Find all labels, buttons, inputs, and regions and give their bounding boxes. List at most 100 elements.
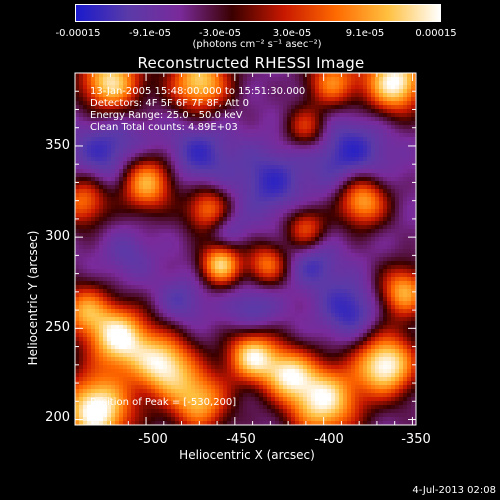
heatmap-cell xyxy=(371,141,375,145)
heatmap-cell xyxy=(247,233,251,237)
heatmap-cell xyxy=(179,237,183,241)
heatmap-cell xyxy=(267,181,271,185)
heatmap-cell xyxy=(155,157,159,161)
heatmap-cell xyxy=(399,101,403,105)
heatmap-cell xyxy=(199,173,203,177)
heatmap-cell xyxy=(367,197,371,201)
heatmap-cell xyxy=(371,153,375,157)
heatmap-cell xyxy=(171,201,175,205)
heatmap-cell xyxy=(219,81,223,85)
heatmap-cell xyxy=(203,281,207,285)
heatmap-cell xyxy=(191,273,195,277)
heatmap-cell xyxy=(255,197,259,201)
heatmap-cell xyxy=(247,149,251,153)
heatmap-cell xyxy=(123,133,127,137)
heatmap-cell xyxy=(119,213,123,217)
heatmap-cell xyxy=(295,85,299,89)
heatmap-cell xyxy=(411,117,415,121)
heatmap-cell xyxy=(103,145,107,149)
heatmap-cell xyxy=(99,109,103,113)
heatmap-cell xyxy=(383,149,387,153)
heatmap-cell xyxy=(379,181,383,185)
heatmap-cell xyxy=(207,93,211,97)
heatmap-cell xyxy=(339,245,343,249)
heatmap-cell xyxy=(335,97,339,101)
heatmap-cell xyxy=(187,293,191,297)
heatmap-cell xyxy=(131,281,135,285)
heatmap-cell xyxy=(159,221,163,225)
heatmap-cell xyxy=(343,301,347,305)
heatmap-cell xyxy=(231,93,235,97)
heatmap-cell xyxy=(399,297,403,301)
heatmap-cell xyxy=(127,265,131,269)
heatmap-cell xyxy=(279,157,283,161)
heatmap-cell xyxy=(307,245,311,249)
heatmap-cell xyxy=(83,233,87,237)
heatmap-cell xyxy=(275,125,279,129)
heatmap-cell xyxy=(103,261,107,265)
heatmap-cell xyxy=(151,81,155,85)
heatmap-cell xyxy=(103,77,107,81)
heatmap-cell xyxy=(191,153,195,157)
heatmap-cell xyxy=(151,109,155,113)
heatmap-cell xyxy=(87,85,91,89)
heatmap-cell xyxy=(163,141,167,145)
heatmap-cell xyxy=(211,165,215,169)
heatmap-cell xyxy=(283,241,287,245)
heatmap-cell xyxy=(183,301,187,305)
heatmap-cell xyxy=(227,97,231,101)
heatmap-cell xyxy=(395,145,399,149)
heatmap-cell xyxy=(247,101,251,105)
heatmap-cell xyxy=(131,117,135,121)
heatmap-cell xyxy=(107,117,111,121)
heatmap-cell xyxy=(395,269,399,273)
heatmap-cell xyxy=(255,145,259,149)
heatmap-cell xyxy=(407,197,411,201)
heatmap-cell xyxy=(211,177,215,181)
heatmap-cell xyxy=(395,257,399,261)
heatmap-cell xyxy=(295,277,299,281)
heatmap-cell xyxy=(255,133,259,137)
heatmap-cell xyxy=(371,105,375,109)
heatmap-cell xyxy=(299,205,303,209)
heatmap-cell xyxy=(111,161,115,165)
heatmap-cell xyxy=(151,89,155,93)
heatmap-cell xyxy=(95,177,99,181)
heatmap-cell xyxy=(359,225,363,229)
heatmap-cell xyxy=(331,81,335,85)
heatmap-cell xyxy=(327,129,331,133)
heatmap-cell xyxy=(87,265,91,269)
heatmap-cell xyxy=(215,77,219,81)
heatmap-cell xyxy=(167,89,171,93)
heatmap-cell xyxy=(223,213,227,217)
heatmap-cell xyxy=(307,273,311,277)
heatmap-cell xyxy=(219,225,223,229)
heatmap-cell xyxy=(239,261,243,265)
heatmap-cell xyxy=(183,217,187,221)
heatmap-cell xyxy=(315,141,319,145)
heatmap-cell xyxy=(299,133,303,137)
heatmap-cell xyxy=(235,269,239,273)
heatmap-cell xyxy=(203,189,207,193)
heatmap-cell xyxy=(159,213,163,217)
heatmap-cell xyxy=(383,169,387,173)
heatmap-cell xyxy=(323,169,327,173)
heatmap-cell xyxy=(259,301,263,305)
heatmap-cell xyxy=(399,241,403,245)
heatmap-cell xyxy=(163,173,167,177)
heatmap-cell xyxy=(191,297,195,301)
heatmap-cell xyxy=(411,109,415,113)
heatmap-cell xyxy=(139,281,143,285)
heatmap-cell xyxy=(235,109,239,113)
heatmap-cell xyxy=(91,217,95,221)
heatmap-cell xyxy=(307,269,311,273)
heatmap-cell xyxy=(323,121,327,125)
heatmap-cell xyxy=(235,249,239,253)
heatmap-cell xyxy=(247,81,251,85)
heatmap-cell xyxy=(143,213,147,217)
heatmap-cell xyxy=(215,153,219,157)
heatmap-cell xyxy=(139,257,143,261)
heatmap-cell xyxy=(211,213,215,217)
heatmap-cell xyxy=(323,209,327,213)
heatmap-cell xyxy=(343,109,347,113)
